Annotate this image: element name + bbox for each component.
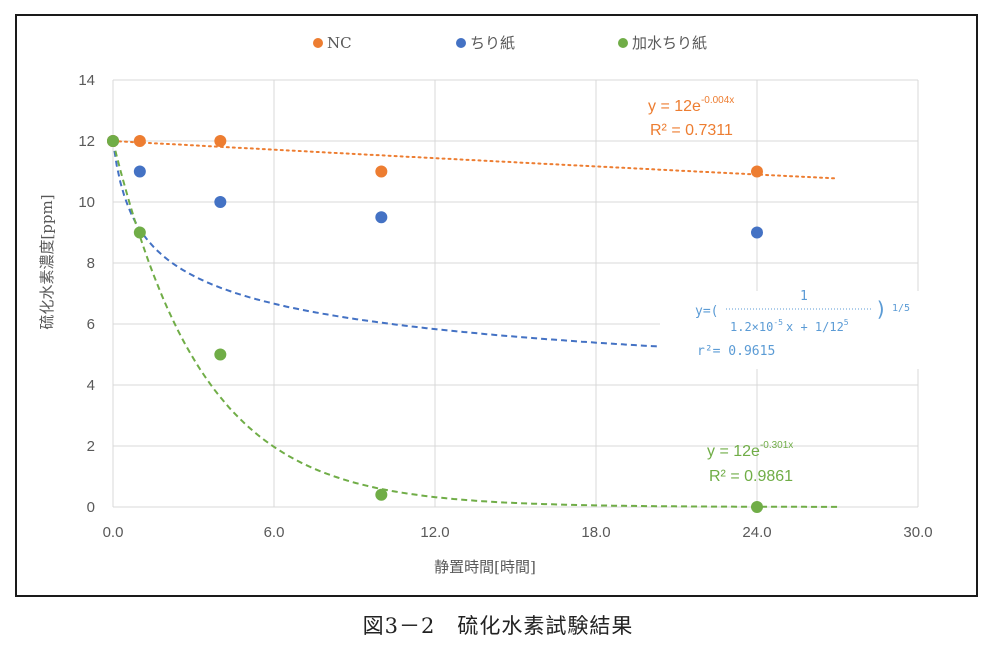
nc-r2: R² = 0.7311 xyxy=(650,122,733,139)
chirigami-trendline xyxy=(112,140,851,357)
kasui-chirigami-point xyxy=(107,135,119,147)
legend-marker-nc xyxy=(313,38,323,48)
legend-label-chirigami: ちり紙 xyxy=(470,34,515,52)
x-tick-label: 6.0 xyxy=(264,524,285,541)
chirigami-equation-rhs: ) xyxy=(875,297,887,321)
x-tick-label: 0.0 xyxy=(103,524,124,541)
chirigami-trendline-equation: y=( 1 1.2×10-5 x + 1/125 ) 1/5 r²= 0.9615 xyxy=(660,289,922,369)
chirigami-point xyxy=(214,196,227,208)
chirigami-r2: r²= 0.9615 xyxy=(697,344,775,359)
chirigami-equation-denominator: 1.2×10 xyxy=(730,320,773,334)
chirigami-equation-den-rest-exp: 5 xyxy=(844,318,849,327)
nc-point xyxy=(133,135,146,147)
data-points xyxy=(107,135,763,513)
y-tick-label: 0 xyxy=(87,499,95,516)
x-tick-label: 30.0 xyxy=(903,524,932,541)
legend-label-nc: NC xyxy=(327,34,352,52)
kasui-r2: R² = 0.9861 xyxy=(709,468,793,485)
legend-label-kasui-chirigami: 加水ちり紙 xyxy=(632,34,707,52)
nc-point xyxy=(214,135,227,147)
nc-trendline xyxy=(112,140,839,180)
chirigami-equation-power: 1/5 xyxy=(892,303,910,314)
y-tick-label: 4 xyxy=(87,377,95,394)
kasui-trendline-equation: y = 12e-0.301x R² = 0.9861 xyxy=(707,440,793,485)
chart: 0 2 4 6 8 10 12 14 0.0 6.0 12.0 18.0 24.0 30.0 NC ちり紙… xyxy=(38,34,933,576)
legend-marker-chirigami xyxy=(456,38,466,48)
nc-equation-exponent: -0.004x xyxy=(701,95,734,106)
y-axis-title: 硫化水素濃度[ppm] xyxy=(38,194,56,329)
legend-marker-kasui-chirigami xyxy=(618,38,628,48)
x-tick-label: 18.0 xyxy=(581,524,610,541)
nc-trendline-equation: y = 12e-0.004x R² = 0.7311 xyxy=(648,95,734,139)
x-tick-label: 24.0 xyxy=(742,524,771,541)
svg-text:1.2×10-5x + 1/125: 1.2×10-5 x + 1/125 xyxy=(730,318,849,334)
tick-labels: 0 2 4 6 8 10 12 14 0.0 6.0 12.0 18.0 24.0 30.0 xyxy=(78,72,932,541)
y-tick-label: 14 xyxy=(78,72,95,89)
nc-point xyxy=(751,165,763,178)
kasui-equation-exponent: -0.301x xyxy=(760,440,793,451)
chirigami-equation-den-exp: -5 xyxy=(773,318,783,327)
trendlines xyxy=(112,140,851,508)
y-tick-label: 12 xyxy=(78,133,95,150)
chirigami-equation-numerator: 1 xyxy=(800,289,808,304)
x-tick-label: 12.0 xyxy=(420,524,449,541)
kasui-chirigami-point xyxy=(214,348,227,361)
y-tick-label: 10 xyxy=(78,194,95,211)
chirigami-point xyxy=(751,226,763,239)
y-tick-label: 2 xyxy=(87,438,95,455)
kasui-chirigami-point xyxy=(133,226,146,239)
chirigami-equation-den-rest: x + 1/12 xyxy=(786,320,844,334)
svg-text:y = 12e-0.301x: y = 12e-0.301x xyxy=(707,440,793,460)
kasui-chirigami-point xyxy=(751,501,763,513)
kasui-equation: y = 12e xyxy=(707,443,760,460)
legend: NC ちり紙 加水ちり紙 xyxy=(313,34,707,52)
kasui-chirigami-point xyxy=(375,488,388,501)
y-tick-label: 6 xyxy=(87,316,95,333)
chirigami-point xyxy=(375,211,388,224)
chirigami-equation-lhs: y=( xyxy=(695,304,718,319)
x-axis-title: 静置時間[時間] xyxy=(434,558,536,576)
figure-caption: 図3－2 硫化水素試験結果 xyxy=(362,614,634,638)
nc-point xyxy=(375,165,388,178)
y-tick-label: 8 xyxy=(87,255,95,272)
nc-equation: y = 12e xyxy=(648,98,701,115)
svg-text:y = 12e-0.004x: y = 12e-0.004x xyxy=(648,95,734,115)
kasui-chirigami-trendline xyxy=(112,140,838,508)
chirigami-point xyxy=(133,165,146,178)
